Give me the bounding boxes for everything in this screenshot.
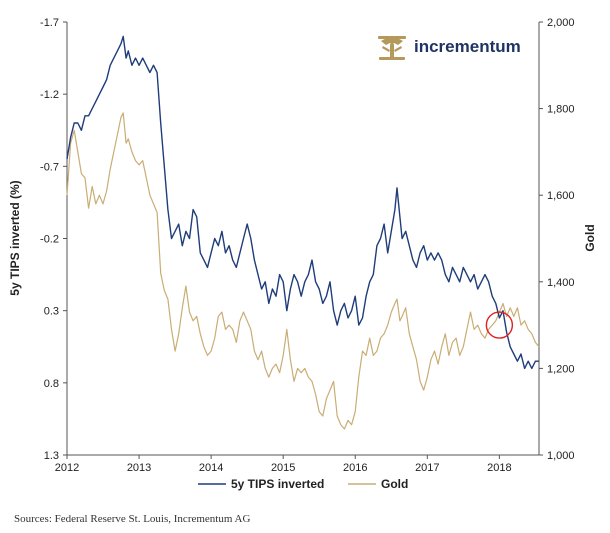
legend-label-gold: Gold <box>381 477 408 491</box>
y-left-axis-title: 5y TIPS inverted (%) <box>8 180 22 295</box>
x-tick-label: 2018 <box>487 462 511 474</box>
y-right-tick-label: 1,000 <box>547 450 575 462</box>
x-tick-label: 2013 <box>127 462 151 474</box>
y-right-tick-label: 1,600 <box>547 190 575 202</box>
y-right-tick-label: 1,400 <box>547 277 575 289</box>
y-right-tick-label: 2,000 <box>547 17 575 29</box>
y-left-tick-label: -0.2 <box>40 234 59 246</box>
x-tick-label: 2017 <box>415 462 439 474</box>
brand-name: incrementum <box>414 37 521 56</box>
series-layer <box>66 35 540 430</box>
y-right-tick-label: 1,200 <box>547 363 575 375</box>
y-left-tick-label: 0.8 <box>44 378 59 390</box>
x-tick-group: 2012 2013 2014 2015 2016 2017 2018 <box>55 455 512 474</box>
series-line-gold <box>66 112 540 430</box>
x-tick-label: 2014 <box>199 462 223 474</box>
y-left-tick-label: -0.7 <box>40 161 59 173</box>
y-left-tick-label: -1.2 <box>40 89 59 101</box>
legend: 5y TIPS inverted Gold <box>198 477 408 491</box>
y-right-tick-label: 1,800 <box>547 104 575 116</box>
right-tick-group: 2,000 1,800 1,600 1,400 1,200 1,000 <box>539 17 575 462</box>
x-tick-label: 2016 <box>343 462 367 474</box>
series-line-tips <box>66 35 539 370</box>
tree-logo-icon <box>378 36 406 60</box>
left-tick-group: -1.7 -1.2 -0.7 -0.2 0.3 0.8 1.3 <box>40 17 67 462</box>
brand-logo: incrementum <box>378 36 521 60</box>
source-note: Sources: Federal Reserve St. Louis, Incr… <box>14 513 251 525</box>
legend-label-tips: 5y TIPS inverted <box>231 477 324 491</box>
annotation-circle <box>485 311 514 339</box>
y-left-tick-label: 0.3 <box>44 306 59 318</box>
y-left-tick-label: -1.7 <box>40 17 59 29</box>
y-left-tick-label: 1.3 <box>44 450 59 462</box>
y-right-axis-title: Gold <box>583 224 597 251</box>
x-tick-label: 2015 <box>271 462 295 474</box>
x-tick-label: 2012 <box>55 462 79 474</box>
